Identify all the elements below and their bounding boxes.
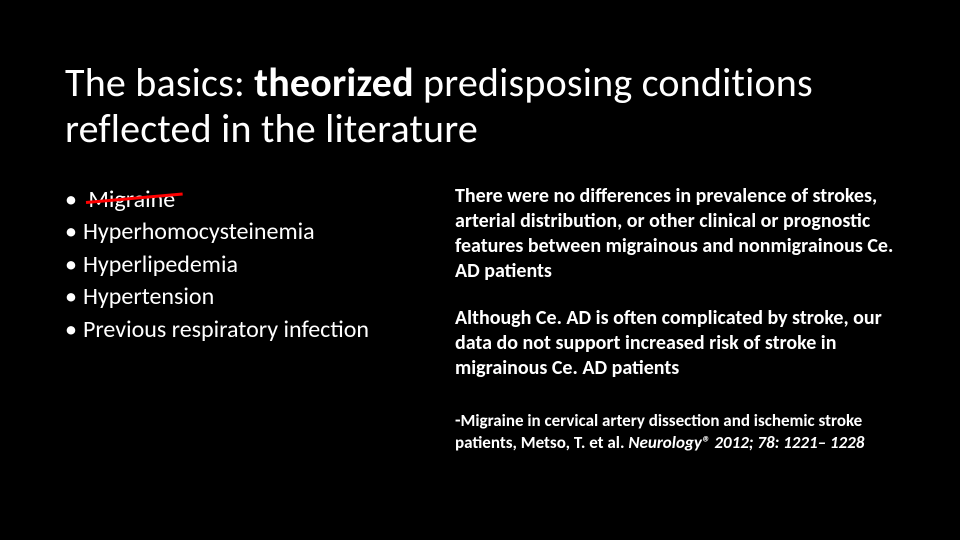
bullet-text: Hypertension — [83, 282, 214, 311]
slide-title: The basics: theorized predisposing condi… — [65, 60, 900, 152]
bullet-text: Hyperlipedemia — [83, 250, 238, 279]
title-pre: The basics: — [65, 58, 254, 107]
slide-container: The basics: theorized predisposing condi… — [0, 0, 960, 540]
struck-item: Migraine — [88, 184, 175, 216]
list-item: Hypertension — [65, 281, 425, 313]
title-bold: theorized — [254, 58, 414, 107]
citation-journal: Neurology® — [628, 432, 710, 453]
list-item: Migraine — [65, 184, 425, 216]
paragraph: Although Ce. AD is often complicated by … — [455, 306, 900, 381]
bullet-text: Hyperhomocysteinemia — [83, 217, 315, 246]
list-item: Previous respiratory infection — [65, 314, 425, 346]
paragraph: There were no differences in prevalence … — [455, 184, 900, 284]
bullet-list: Migraine Hyperhomocysteinemia Hyperliped… — [65, 184, 425, 346]
right-column: There were no differences in prevalence … — [455, 184, 900, 454]
list-item: Hyperhomocysteinemia — [65, 216, 425, 248]
content-row: Migraine Hyperhomocysteinemia Hyperliped… — [65, 184, 900, 454]
bullet-text: Previous respiratory infection — [83, 315, 369, 344]
left-column: Migraine Hyperhomocysteinemia Hyperliped… — [65, 184, 425, 454]
citation: -Migraine in cervical artery dissection … — [455, 409, 900, 454]
citation-rest: 2012; 78: 1221– 1228 — [711, 432, 865, 453]
list-item: Hyperlipedemia — [65, 249, 425, 281]
